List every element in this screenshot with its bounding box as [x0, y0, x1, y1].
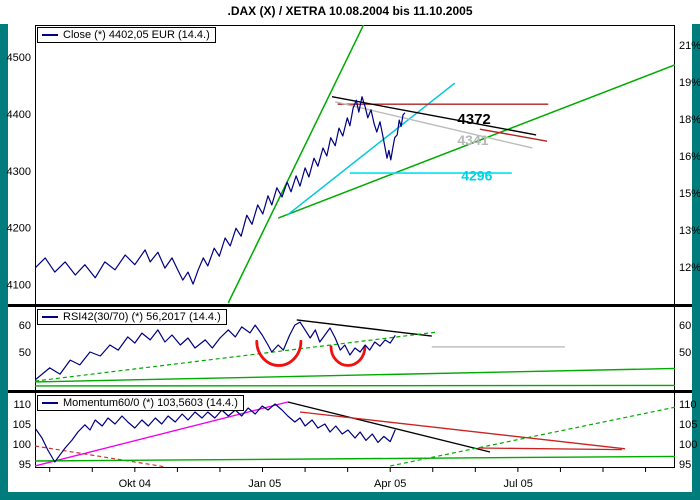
momentum-y-axis-label-left: 110	[13, 399, 31, 411]
close-line-sample	[42, 34, 58, 36]
price-y-axis-label-left: 4200	[7, 223, 31, 235]
legend-rsi-label: RSI42(30/70) (*) 56,2017 (14.4.)	[63, 311, 221, 323]
chart-title: .DAX (X) / XETRA 10.08.2004 bis 11.10.20…	[227, 4, 473, 18]
price-y-axis-label-left: 4400	[7, 109, 31, 121]
rsi-trendline-0	[296, 319, 432, 337]
window-frame-bottom	[0, 492, 700, 500]
price-trendline-6	[331, 96, 537, 136]
rsi-series-RSI42	[35, 321, 396, 381]
momentum-trendline-1	[287, 401, 491, 453]
momentum-trendline-4	[35, 445, 166, 467]
momentum-trendline-3	[477, 447, 622, 451]
price-level-label-4296: 4296	[461, 167, 492, 183]
price-plot-area: 4372 4341 4296	[35, 25, 675, 304]
momentum-trendline-5	[35, 455, 675, 462]
price-y-axis-label-left: 4300	[7, 166, 31, 178]
momentum-y-axis-label-left: 100	[13, 439, 31, 451]
price-y-axis-label-right: 18%	[679, 114, 700, 126]
price-y-axis-label-right: 19%	[679, 77, 700, 89]
price-y-axis-label-right: 15%	[679, 188, 700, 200]
rsi-marker-arc-1	[329, 345, 367, 367]
price-trendline-0	[227, 25, 365, 304]
price-trendline-2	[286, 82, 456, 216]
legend-momentum[interactable]: Momentum60/0 (*) 103,5603 (14.4.)	[37, 395, 244, 411]
plot-border	[35, 25, 675, 468]
x-axis-label: Okt 04	[119, 478, 151, 490]
rsi-trendline-3	[35, 367, 675, 383]
momentum-y-axis-label-left: 95	[19, 459, 31, 471]
price-trendline-7	[335, 101, 533, 149]
legend-rsi[interactable]: RSI42(30/70) (*) 56,2017 (14.4.)	[37, 309, 227, 325]
legend-momentum-label: Momentum60/0 (*) 103,5603 (14.4.)	[63, 397, 238, 409]
price-level-label-4341: 4341	[457, 132, 488, 148]
price-series-Close	[35, 96, 406, 285]
legend-price-label: Close (*) 4402,05 EUR (14.4.)	[63, 29, 210, 41]
momentum-trendline-0	[35, 401, 288, 467]
price-y-axis-label-right: 21%	[679, 40, 700, 52]
momentum-y-axis-label-right: 100	[679, 439, 697, 451]
panel-separator-1	[8, 304, 692, 307]
price-y-axis-label-right: 16%	[679, 151, 700, 163]
window-frame-left	[0, 24, 8, 500]
x-axis-label: Jul 05	[504, 478, 533, 490]
rsi-plot-area	[35, 319, 675, 387]
window-frame-right	[692, 24, 700, 500]
panel-separator-2	[8, 390, 692, 393]
price-y-axis-label-left: 4100	[7, 280, 31, 292]
price-y-axis-label-right: 13%	[679, 225, 700, 237]
x-axis-label: Apr 05	[374, 478, 406, 490]
price-trendline-5	[479, 128, 548, 142]
rsi-line-sample	[42, 316, 58, 318]
price-level-label-4372: 4372	[457, 111, 490, 128]
x-axis-label: Jan 05	[248, 478, 281, 490]
momentum-line-sample	[42, 402, 58, 404]
rsi-y-axis-label-left: 50	[19, 347, 31, 359]
price-trendline-1	[277, 64, 675, 219]
rsi-y-axis-label-left: 60	[19, 320, 31, 332]
momentum-y-axis-label-right: 110	[679, 399, 697, 411]
rsi-y-axis-label-right: 50	[679, 347, 691, 359]
momentum-y-axis-label-left: 105	[13, 419, 31, 431]
momentum-plot-area	[35, 401, 675, 467]
rsi-trendline-2	[35, 331, 437, 382]
rsi-trendline-4	[35, 384, 675, 387]
price-y-axis-label-right: 12%	[679, 262, 700, 274]
legend-price[interactable]: Close (*) 4402,05 EUR (14.4.)	[37, 27, 216, 43]
momentum-series-Momentum60	[35, 403, 396, 463]
rsi-y-axis-label-right: 60	[679, 320, 691, 332]
price-y-axis-label-left: 4500	[7, 52, 31, 64]
rsi-marker-arc-0	[255, 339, 303, 367]
momentum-y-axis-label-right: 95	[679, 459, 691, 471]
momentum-y-axis-label-right: 105	[679, 419, 697, 431]
momentum-trendline-2	[299, 411, 626, 450]
